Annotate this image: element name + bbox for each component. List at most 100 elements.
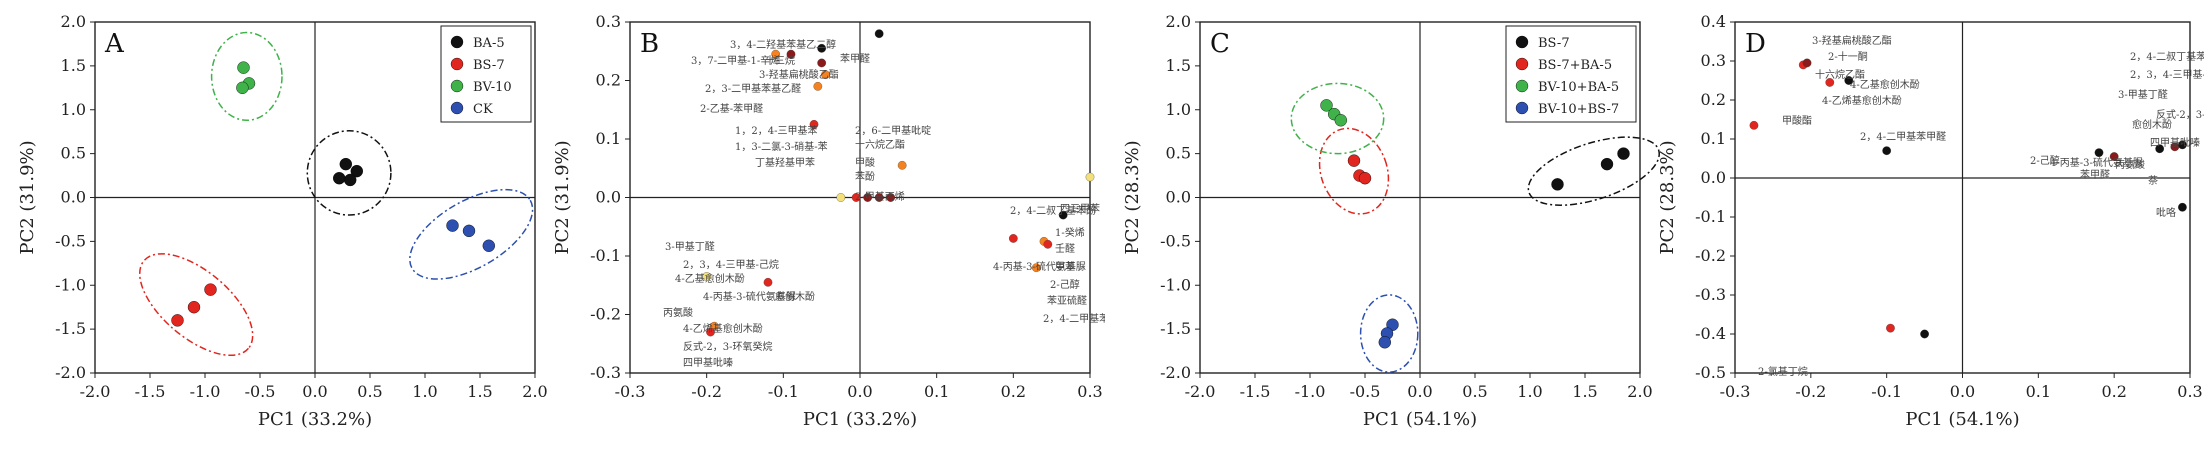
confidence-ellipse-bv-10-ba-5 bbox=[1290, 82, 1385, 155]
y-tick-label: 2.0 bbox=[61, 12, 86, 31]
variable-label: 萘 bbox=[2148, 175, 2158, 187]
pca-loading-plot-b: -0.3 -0.2 -0.1 0.0 0.1 0.2 0.3 0.3 0.2 0.1 0.0 -0.1… bbox=[555, 0, 1105, 450]
loading-point bbox=[897, 160, 907, 170]
variable-label: 1，3-二氯-3-硝基-苯 bbox=[735, 140, 828, 153]
loading-point bbox=[1844, 76, 1854, 85]
variable-label: 2，3-二甲基苯基乙醛 bbox=[705, 82, 801, 95]
data-point-bs-7-ba-5 bbox=[1347, 154, 1361, 167]
confidence-ellipse-bv-10-bs-7 bbox=[1359, 294, 1419, 373]
loading-point bbox=[1008, 234, 1018, 243]
variable-label: 丙氨酸 bbox=[2115, 158, 2145, 171]
variable-label: 4-乙烯基愈创木酚 bbox=[683, 322, 763, 335]
loading-point bbox=[817, 58, 827, 68]
legend-marker bbox=[450, 57, 464, 71]
y-tick-label: 0.4 bbox=[1701, 12, 1726, 31]
legend-label: BV-10+BA-5 bbox=[1538, 80, 1619, 95]
chart-d-svg: -0.3 -0.2 -0.1 0.0 0.1 0.2 0.3 0.4 0.3 0.2 0.1 0.0 -… bbox=[1660, 12, 2204, 430]
y-tick-label: -0.3 bbox=[1695, 285, 1726, 304]
loading-point bbox=[763, 277, 773, 287]
x-tick-label: 1.0 bbox=[1517, 382, 1542, 401]
loading-point bbox=[1802, 58, 1812, 68]
y-axis-label: PC2 (28.3%) bbox=[1122, 140, 1143, 254]
variable-label: 2-甲基丙烯 bbox=[855, 190, 905, 203]
y-tick-label: -0.4 bbox=[1695, 324, 1726, 343]
x-tick-label: -0.3 bbox=[1720, 382, 1751, 401]
variable-label: 2-氯基丁烷 bbox=[1758, 365, 1808, 378]
variable-label: 苯甲醛 bbox=[2080, 168, 2110, 181]
variable-label: 丙氨酸 bbox=[663, 306, 693, 319]
x-axis-label: PC1 (54.1%) bbox=[1905, 409, 2019, 430]
variable-label: 3-羟基扁桃酸乙酯 bbox=[759, 68, 839, 81]
y-tick-label: 0.2 bbox=[596, 71, 621, 90]
loading-point bbox=[2155, 144, 2165, 154]
loading-point bbox=[817, 43, 827, 53]
pca-score-plot-a: -2.0 -1.5 -1.0 -0.5 0.0 0.5 1.0 1.5 2.0 2.0 1.5 1.0… bbox=[0, 0, 555, 450]
data-point-bs-7 bbox=[1600, 157, 1614, 171]
variable-label: 四甲基吡嗪 bbox=[2150, 136, 2200, 149]
x-tick-label: 1.0 bbox=[412, 382, 437, 401]
legend-label: BS-7 bbox=[473, 58, 505, 73]
x-tick-label: 0.3 bbox=[2177, 382, 2202, 401]
loading-point bbox=[851, 193, 861, 202]
y-tick-label: 0.1 bbox=[596, 129, 621, 148]
loading-point bbox=[863, 193, 873, 202]
loading-point bbox=[1882, 146, 1892, 156]
x-tick-label: 0.5 bbox=[357, 382, 382, 401]
legend-label: CK bbox=[473, 102, 493, 117]
variable-label: 四三甲苯 bbox=[1060, 202, 1100, 215]
y-tick-label: 1.0 bbox=[61, 100, 86, 119]
loading-point bbox=[2178, 202, 2187, 212]
variable-label: 愈创木酚 bbox=[775, 290, 815, 303]
data-point-ba-5 bbox=[333, 171, 346, 185]
legend-marker bbox=[450, 101, 464, 115]
x-axis-label: PC1 (33.2%) bbox=[258, 409, 372, 430]
legend-label: BV-10 bbox=[473, 80, 512, 95]
data-point-ba-5 bbox=[339, 157, 352, 171]
variable-label: 4-丙基-3-硫代氨基脲 bbox=[993, 260, 1086, 273]
data-point-bv-10-bs-7 bbox=[1378, 336, 1391, 349]
variable-label: 2-己醇 bbox=[1050, 278, 1080, 291]
loading-point bbox=[706, 327, 715, 337]
data-point-bv-10 bbox=[236, 81, 249, 95]
y-axis-label: PC2 (28.3%) bbox=[1660, 140, 1678, 254]
x-tick-label: 0.1 bbox=[2026, 382, 2051, 401]
pca-score-plot-c: -2.0 -1.5 -1.0 -0.5 0.0 0.5 1.0 1.5 2.0 2.0 1.5 1.0… bbox=[1105, 0, 1660, 450]
y-tick-label: 1.0 bbox=[1166, 100, 1191, 119]
x-tick-label: 0.5 bbox=[1462, 382, 1487, 401]
x-tick-label: 0.0 bbox=[302, 382, 327, 401]
variable-label: 甲酸 bbox=[855, 156, 875, 169]
y-axis-label: PC2 (31.9%) bbox=[17, 140, 38, 254]
variable-label: 4-丙基-3-硫代氨基脲 bbox=[2050, 156, 2143, 169]
panel-letter: B bbox=[640, 29, 659, 59]
variable-label: 十六烷乙酯 bbox=[1815, 68, 1865, 81]
variable-label: 2，3，4-三甲基-己烷 bbox=[683, 258, 779, 271]
variable-label: 1，2，4-三甲基苯 bbox=[735, 124, 817, 137]
legend-marker bbox=[450, 79, 464, 93]
y-tick-label: -0.1 bbox=[1695, 207, 1726, 226]
y-tick-label: 1.5 bbox=[61, 56, 86, 75]
variable-label: 壬醛 bbox=[1055, 242, 1075, 255]
variable-label: 2，4-二叔丁基苯酚 bbox=[1010, 204, 1096, 217]
x-tick-label: -2.0 bbox=[1185, 382, 1216, 401]
loading-point bbox=[1749, 121, 1759, 130]
loading-point bbox=[874, 29, 884, 39]
y-tick-label: 0.0 bbox=[596, 188, 621, 207]
y-tick-label: -0.3 bbox=[590, 363, 621, 382]
y-tick-label: -2.0 bbox=[1160, 363, 1191, 382]
y-tick-label: 0.0 bbox=[61, 188, 86, 207]
data-point-bs-7 bbox=[187, 300, 201, 314]
confidence-ellipse-ck bbox=[409, 188, 534, 280]
loading-point bbox=[821, 70, 830, 80]
legend-marker bbox=[1515, 101, 1529, 115]
variable-label: 2-己醇 bbox=[2030, 154, 2060, 167]
variable-label: 甲苯 bbox=[1055, 260, 1075, 273]
confidence-ellipse-bs-7 bbox=[1527, 136, 1660, 206]
x-tick-label: -0.2 bbox=[1795, 382, 1826, 401]
x-tick-label: 2.0 bbox=[1627, 382, 1652, 401]
y-tick-label: 0.0 bbox=[1701, 168, 1726, 187]
y-tick-label: 0.0 bbox=[1166, 188, 1191, 207]
y-tick-label: -1.5 bbox=[55, 319, 86, 338]
x-axis-label: PC1 (33.2%) bbox=[803, 409, 917, 430]
data-point-bs-7 bbox=[171, 314, 184, 327]
data-point-bs-7 bbox=[1617, 147, 1630, 160]
